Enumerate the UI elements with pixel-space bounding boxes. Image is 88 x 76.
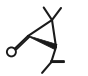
Polygon shape: [28, 36, 57, 50]
